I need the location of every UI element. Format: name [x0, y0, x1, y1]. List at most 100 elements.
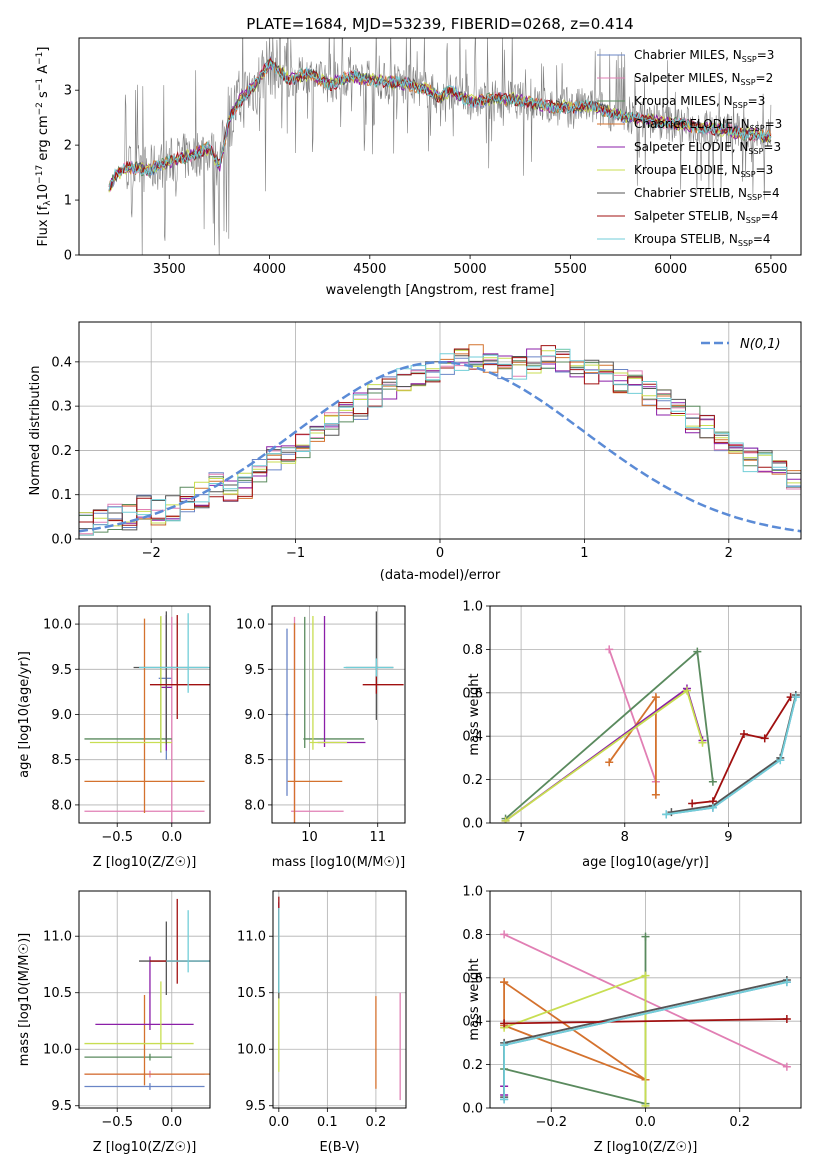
x-tick-label: 0.0 — [635, 1115, 656, 1130]
metallicity-mass-panel: −0.5 0.0 9.5 10.0 10.5 11.0 Z [log10(Z/Z☉)] mas… — [17, 890, 211, 1155]
y-tick-label: 0.6 — [462, 686, 483, 701]
x-axis-label: (data-model)/error — [380, 568, 501, 583]
legend-label: N(0,1) — [740, 337, 781, 352]
x-tick-label: 1 — [580, 546, 588, 561]
y-tick-label: 9.5 — [51, 1099, 72, 1114]
x-tick-label: 5000 — [454, 262, 487, 277]
legend-label-main: Chabrier ELODIE, N — [634, 117, 750, 131]
x-tick-label: 0.2 — [729, 1115, 750, 1130]
legend-label-tail: =4 — [762, 186, 780, 200]
weight-marker — [641, 932, 650, 941]
x-tick-label: 4000 — [253, 262, 286, 277]
weight-marker — [782, 1015, 791, 1024]
x-tick-label: −0.5 — [101, 1115, 133, 1130]
model-spectrum-line — [108, 63, 772, 192]
x-tick-label: 0.1 — [317, 1115, 338, 1130]
plot-area — [501, 645, 800, 823]
y-tick-label: 0.0 — [462, 1102, 483, 1117]
legend-label: Chabrier STELIB, NSSP=4 — [634, 186, 780, 202]
y-tick-label: 1 — [64, 194, 72, 209]
legend-label-sub: SSP — [738, 239, 753, 248]
weight-marker — [641, 1101, 650, 1108]
mass-age-panel: 10 11 8.0 8.5 9.0 9.5 10.0 mass [log10(M/M☉)] — [236, 605, 406, 870]
y-axis-label-part: s — [36, 91, 51, 102]
y-tick-label: 10.5 — [237, 986, 266, 1001]
weight-marker — [782, 1062, 791, 1071]
x-tick-label: −2 — [142, 546, 161, 561]
x-axis-label: mass [log10(M/M☉)] — [272, 855, 405, 870]
weight-line — [503, 981, 647, 1081]
y-tick-label: 0.1 — [51, 488, 72, 503]
weight-marker — [500, 930, 509, 939]
axes-frame: −0.2 0.0 0.2 0.0 0.2 0.4 0.6 0.8 1.0 — [462, 885, 802, 1130]
y-axis-label-part: Flux [f — [36, 205, 51, 246]
weight-marker — [641, 971, 650, 980]
x-tick-label: 0.2 — [366, 1115, 387, 1130]
histogram-step — [79, 348, 801, 536]
axes-frame: 0.0 0.1 0.2 9.5 10.0 10.5 11.0 — [237, 890, 407, 1130]
y-axis-label-part: ] — [36, 47, 51, 52]
x-axis-label: wavelength [Angstrom, rest frame] — [326, 283, 555, 298]
legend-label: Kroupa MILES, NSSP=3 — [634, 94, 765, 110]
axes-frame: 10 11 8.0 8.5 9.0 9.5 10.0 — [236, 605, 406, 845]
legend-label: Salpeter MILES, NSSP=2 — [634, 71, 773, 87]
y-axis-label-part: −2 — [35, 102, 45, 115]
weight-marker — [605, 645, 614, 654]
x-tick-label: −0.5 — [101, 830, 133, 845]
x-axis-label: Z [log10(Z/Z☉)] — [93, 1140, 197, 1155]
legend-label-sub: SSP — [742, 55, 757, 64]
axes-border — [272, 890, 407, 1109]
legend-label-tail: =3 — [748, 94, 766, 108]
x-tick-label: 2 — [725, 546, 733, 561]
x-tick-label: 0.0 — [268, 1115, 289, 1130]
y-axis-label: age [log10(age/yr)] — [17, 651, 32, 778]
x-tick-label: −0.2 — [535, 1115, 567, 1130]
y-axis-label: mass [log10(M/M☉)] — [17, 933, 32, 1066]
x-tick-label: 7 — [517, 830, 525, 845]
x-axis-label: Z [log10(Z/Z☉)] — [93, 855, 197, 870]
weight-marker — [500, 1041, 509, 1050]
legend-label-sub: SSP — [741, 78, 756, 87]
y-tick-label: 0.4 — [462, 1015, 483, 1030]
y-tick-label: 0 — [64, 249, 72, 264]
y-tick-label: 0.2 — [462, 1058, 483, 1073]
y-tick-label: 0.4 — [462, 730, 483, 745]
legend-label-tail: =3 — [756, 163, 774, 177]
weight-marker — [698, 738, 707, 747]
y-tick-label: 1.0 — [462, 600, 483, 615]
y-tick-label: 9.5 — [245, 1099, 266, 1114]
y-tick-label: 11.0 — [43, 930, 72, 945]
x-tick-label: 4500 — [353, 262, 386, 277]
plot-area — [108, 38, 772, 255]
x-tick-label: 0.0 — [161, 830, 182, 845]
x-tick-label: 3500 — [153, 262, 186, 277]
y-tick-label: 0.6 — [462, 971, 483, 986]
weight-marker — [708, 777, 717, 786]
y-tick-label: 8.5 — [244, 753, 265, 768]
legend-label-main: Kroupa MILES, N — [634, 94, 733, 108]
legend-label-main: Kroupa ELODIE, N — [634, 163, 741, 177]
metallicity-age-panel: −0.5 0.0 8.0 8.5 9.0 9.5 10.0 Z [log10(Z/Z☉)] ag… — [17, 605, 211, 870]
y-tick-label: 11.0 — [237, 930, 266, 945]
legend-label-tail: =4 — [761, 209, 779, 223]
x-tick-label: 11 — [369, 830, 386, 845]
weight-marker — [782, 978, 791, 987]
weight-marker — [791, 693, 800, 702]
weight-line — [608, 649, 657, 783]
y-axis-label: Normed distribution — [28, 366, 43, 496]
legend-label-main: Salpeter ELODIE, N — [634, 140, 748, 154]
legend-label-tail: =2 — [756, 71, 774, 85]
spectrum-panel: 3500 4000 4500 5000 5500 6000 6500 0 1 2 3 waveleng… — [35, 37, 802, 298]
y-axis-label: Flux [fλ10−17 erg cm−2 s−1 A−1] — [35, 47, 53, 247]
weight-marker — [688, 799, 697, 808]
y-tick-label: 0.8 — [462, 643, 483, 658]
legend-label-tail: =3 — [757, 48, 775, 62]
axes-border — [489, 605, 802, 824]
y-tick-label: 9.5 — [51, 663, 72, 678]
y-tick-label: 0.2 — [462, 773, 483, 788]
legend-label: Salpeter ELODIE, NSSP=3 — [634, 140, 781, 156]
weight-line — [504, 1018, 787, 1025]
figure-title: PLATE=1684, MJD=53239, FIBERID=0268, z=0… — [246, 15, 633, 33]
legend-label: Kroupa STELIB, NSSP=4 — [634, 232, 771, 248]
legend-label-sub: SSP — [741, 170, 756, 179]
